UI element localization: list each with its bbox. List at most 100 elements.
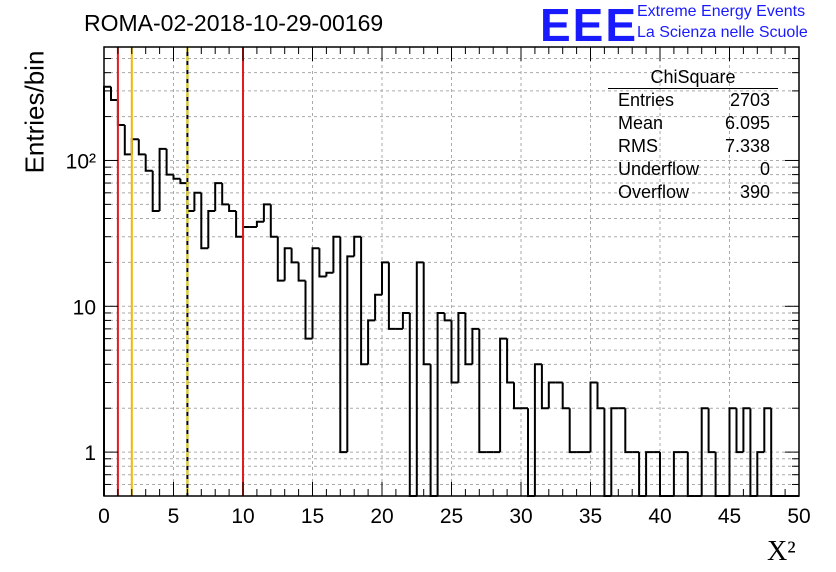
y-tick-label: 1	[84, 442, 96, 465]
histogram-bin	[186, 183, 195, 212]
axis-ticks	[103, 46, 800, 497]
histogram-bin	[464, 313, 473, 366]
histogram-bin	[728, 407, 737, 496]
stats-label: RMS	[618, 136, 658, 156]
x-axis-label: X²	[767, 536, 796, 567]
histogram-bin	[457, 312, 466, 383]
histogram-bin	[506, 338, 514, 384]
histogram-bin	[700, 407, 709, 496]
histogram-bin	[408, 313, 417, 497]
histogram-bin	[540, 364, 549, 410]
x-tick-label: 45	[718, 505, 741, 528]
grid	[104, 46, 799, 497]
histogram-bin	[103, 85, 111, 496]
stats-label: Entries	[618, 90, 675, 110]
histogram-bin	[415, 261, 424, 496]
histogram-bin	[235, 211, 243, 238]
x-tick-label: 20	[370, 505, 393, 528]
histogram-bin	[381, 261, 389, 295]
histogram-bin	[561, 382, 570, 410]
stats-row-underflow: Underflow 0	[608, 158, 778, 181]
x-tick-label: 5	[168, 505, 180, 528]
histogram-bin	[242, 226, 250, 237]
histogram-bin	[158, 147, 167, 211]
histogram-bin	[374, 293, 382, 321]
histogram-bin	[742, 407, 751, 453]
stats-label: Mean	[618, 113, 664, 133]
histogram-bin	[228, 204, 237, 212]
histogram-bin	[116, 100, 125, 126]
histogram-bin	[290, 248, 299, 264]
y-axis-label: Entries/bin	[19, 50, 50, 174]
eee-logo: EEE	[540, 0, 639, 51]
stats-value: 6.095	[724, 113, 770, 133]
histogram-bin	[436, 312, 445, 496]
histogram-bin	[443, 313, 452, 322]
histogram-bin	[346, 255, 355, 453]
histogram-bin	[207, 210, 216, 249]
histogram-bin	[610, 407, 619, 496]
histogram-bin	[276, 236, 285, 282]
x-tick-label: 15	[301, 505, 324, 528]
brand-line-2: La Scienza nelle Scuole	[637, 24, 808, 41]
histogram-bin	[318, 248, 327, 278]
x-tick-label: 0	[98, 505, 110, 528]
stats-value: 7.338	[724, 136, 770, 156]
histogram-bin	[471, 327, 480, 365]
histogram-bin	[422, 262, 431, 366]
tick-labels: 0 5 10 15 20 25 30 35 40 45 50 1 10 10²	[66, 150, 811, 528]
histogram-bin	[568, 408, 577, 454]
histogram-bin	[624, 408, 633, 454]
histogram-bin	[367, 319, 376, 365]
stats-box: ChiSquare Entries 2703 Mean 6.095 RMS 7.…	[608, 66, 778, 204]
histogram-bin	[325, 271, 334, 277]
x-tick-label: 30	[509, 505, 532, 528]
histogram-bin	[645, 451, 654, 496]
stats-row-rms: RMS 7.338	[608, 135, 778, 158]
histogram-bin	[221, 183, 230, 206]
histogram-bin	[401, 312, 410, 329]
stats-label: Overflow	[618, 182, 690, 202]
histogram-bin	[589, 381, 598, 453]
histogram-bin	[297, 262, 306, 282]
x-tick-label: 10	[231, 505, 254, 528]
run-title: ROMA-02-2018-10-29-00169	[84, 10, 384, 36]
histogram-bin	[311, 247, 320, 339]
histogram-bin	[513, 382, 521, 410]
x-tick-label: 35	[579, 505, 602, 528]
histogram-bin	[172, 174, 181, 180]
histogram-bin	[429, 364, 438, 497]
reference-lines	[116, 47, 244, 496]
stats-value: 390	[739, 182, 770, 202]
histogram-bin	[478, 328, 487, 454]
histogram-bin	[332, 235, 341, 273]
histogram-bin	[144, 154, 153, 172]
histogram-bin	[450, 320, 459, 384]
histogram-bin	[123, 125, 132, 156]
histogram-bin	[214, 182, 223, 211]
histogram-bin	[533, 363, 542, 496]
stats-row-mean: Mean 6.095	[608, 112, 778, 135]
histogram-bin	[151, 170, 160, 212]
histogram-bin	[110, 86, 118, 101]
histogram-bin	[130, 138, 139, 155]
stats-row-overflow: Overflow 390	[608, 181, 778, 204]
histogram-bin	[735, 408, 744, 454]
stats-title: ChiSquare	[608, 66, 778, 89]
histogram-bin	[756, 451, 765, 496]
histogram-bin	[707, 408, 716, 454]
y-tick-label: 10²	[66, 150, 96, 173]
histogram-bin	[165, 148, 174, 176]
stats-value: 0	[759, 159, 770, 179]
histogram-bin	[387, 262, 396, 330]
x-tick-label: 25	[440, 505, 463, 528]
histogram-bin	[672, 451, 681, 496]
histogram-bin	[353, 235, 362, 257]
histogram-bin	[763, 407, 772, 453]
histogram-bin	[360, 236, 369, 366]
histogram-bin	[269, 204, 278, 238]
x-tick-label: 40	[648, 505, 671, 528]
histogram-bin	[304, 280, 313, 340]
histogram-bin	[137, 139, 146, 156]
